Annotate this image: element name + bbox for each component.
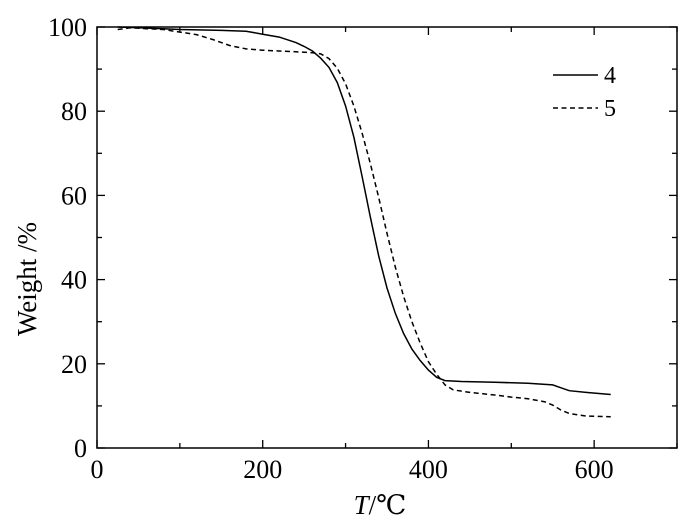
plot-frame — [96, 26, 678, 449]
y-tick-label: 100 — [48, 13, 87, 42]
y-tick-label: 60 — [61, 181, 87, 210]
legend-label-5: 5 — [604, 96, 616, 122]
x-tick-label: 0 — [91, 455, 104, 484]
y-tick-label: 40 — [61, 266, 87, 295]
series-line-4 — [117, 26, 611, 396]
x-axis-title-unit: /℃ — [369, 490, 407, 520]
x-tick-label: 600 — [575, 455, 614, 484]
x-axis-title: T/℃ — [354, 490, 407, 520]
series-line-5 — [117, 27, 611, 418]
y-tick-label: 80 — [61, 97, 87, 126]
y-axis-title: Weight /% — [12, 222, 42, 336]
y-tick-label: 20 — [61, 350, 87, 379]
x-tick-label: 400 — [409, 455, 448, 484]
y-tick-label: 0 — [74, 434, 87, 463]
x-axis-title-symbol: T — [354, 490, 371, 520]
legend-label-4: 4 — [604, 63, 616, 89]
x-tick-label: 200 — [243, 455, 282, 484]
